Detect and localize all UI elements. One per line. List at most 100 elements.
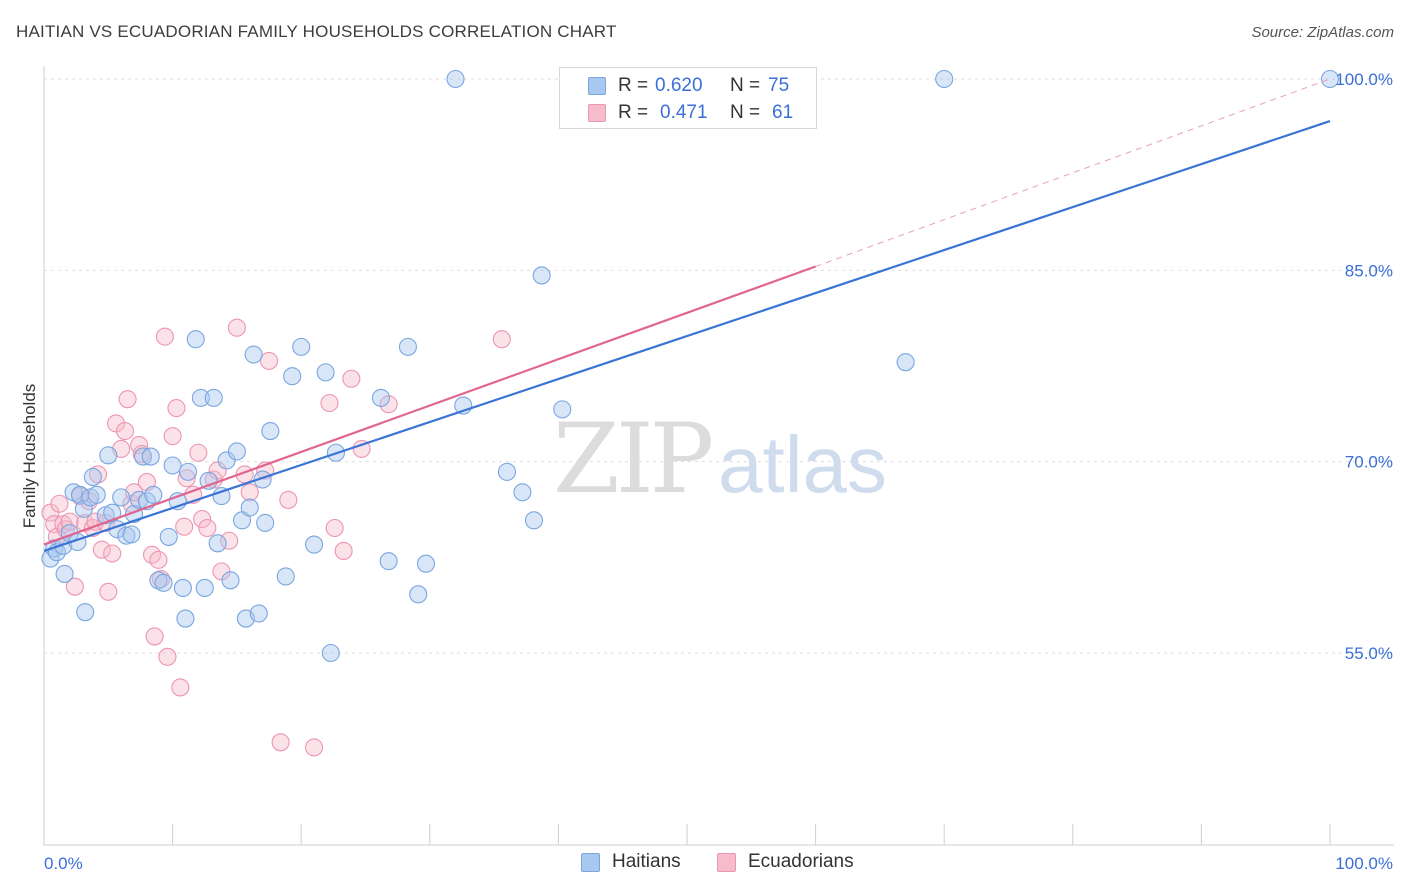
x-tick-label: 100.0% — [1335, 854, 1393, 873]
haitian-point — [204, 388, 223, 407]
haitian-point — [191, 388, 210, 407]
y-tick-label: 55.0% — [1345, 644, 1393, 663]
ecuadorian-point — [163, 427, 182, 446]
haitian-point — [163, 456, 182, 475]
haitian-point — [178, 462, 198, 481]
ecuadorian-point — [103, 544, 122, 563]
haitian-point — [305, 535, 324, 554]
ecuadorian-point — [193, 510, 212, 529]
haitian-point — [553, 400, 572, 419]
ecuadorian-point — [320, 393, 339, 413]
haitian-point — [261, 422, 280, 441]
haitian-point — [176, 609, 195, 628]
ecuadorian-point — [115, 422, 135, 441]
haitian-point — [212, 487, 231, 506]
ecuadorian-point — [342, 369, 361, 388]
haitian-point — [416, 554, 435, 573]
ecuadorian-point — [145, 627, 164, 646]
legend-haitians-swatch — [581, 853, 600, 872]
axis-layer — [43, 66, 1394, 846]
haitian-point — [130, 490, 149, 509]
haitian-point — [87, 485, 106, 504]
ecuadorian-point — [352, 439, 371, 458]
watermark-atlas: atlas — [718, 420, 887, 509]
haitian-point — [524, 511, 544, 530]
ecuadorian-point — [50, 494, 69, 513]
correlation-legend: R = 0.620 N = 75 R = 0.471 N = 61 — [559, 67, 817, 129]
ecuadorian-point — [189, 443, 208, 462]
haitian-point — [398, 337, 417, 356]
haitian-point — [195, 578, 214, 597]
haitian-point — [173, 578, 192, 597]
haitian-point — [199, 471, 218, 490]
haitian-point — [316, 363, 335, 382]
haitian-point — [83, 467, 102, 487]
haitian-point — [513, 483, 532, 502]
haitian-point — [249, 604, 268, 623]
haitian-point — [221, 571, 240, 590]
trend-lines — [43, 78, 1331, 552]
haitian-point — [240, 498, 259, 517]
haitian-point — [122, 525, 141, 544]
ecuadorian-point — [220, 531, 239, 550]
haitian-point — [409, 585, 428, 604]
haitian-point — [935, 69, 954, 89]
haitian-point — [141, 447, 160, 466]
legend-r-value: 0.471 — [660, 102, 708, 123]
ecuadorian-point — [175, 517, 194, 536]
haitian-swatch — [588, 77, 606, 95]
legend-n-label: N = — [730, 75, 761, 96]
haitian-trend-line — [43, 120, 1331, 552]
haitian-point — [217, 451, 236, 470]
ecuadorian-point — [65, 577, 84, 596]
watermark-zip: ZIP — [553, 403, 712, 515]
haitian-point — [99, 446, 118, 465]
ecuadorian-point — [279, 490, 298, 509]
haitian-point — [256, 513, 275, 532]
haitian-point — [133, 447, 153, 466]
y-tick-label: 100.0% — [1335, 70, 1393, 89]
haitian-point — [144, 485, 163, 504]
chart-title: HAITIAN VS ECUADORIAN FAMILY HOUSEHOLDS … — [16, 22, 617, 41]
ecuadorian-trend-line — [43, 265, 816, 546]
source-label: Source: ZipAtlas.com — [1251, 24, 1394, 41]
legend-row-haitians: R = 0.620 N = 75 — [560, 74, 816, 100]
legend-n-label: N = — [730, 102, 761, 123]
ecuadorian-point — [167, 399, 186, 418]
haitian-point — [321, 643, 340, 663]
ecuadorian-point — [271, 733, 290, 752]
haitian-point — [55, 564, 74, 583]
ecuadorian-point — [240, 483, 259, 502]
haitian-point — [532, 266, 551, 285]
legend-ecuadorians-swatch — [717, 853, 736, 872]
haitian-point — [76, 603, 95, 622]
legend-r-value: 0.620 — [655, 75, 703, 96]
series-legend: Haitians Ecuadorians — [0, 850, 1406, 876]
legend-r-label: R = — [618, 75, 649, 96]
ecuadorian-point — [177, 469, 196, 488]
ecuadorian-point — [259, 351, 279, 370]
ecuadorian-point — [92, 540, 111, 559]
ecuadorian-point — [88, 465, 108, 484]
haitian-point — [159, 527, 178, 546]
legend-n-value: 75 — [768, 75, 790, 96]
haitian-point — [244, 345, 263, 364]
haitian-point — [186, 330, 205, 349]
ecuadorian-points — [41, 318, 511, 757]
haitian-point — [112, 488, 131, 507]
haitian-point — [371, 388, 390, 407]
ecuadorian-point — [118, 390, 137, 409]
tick-labels: 55.0% 70.0% 85.0% 100.0% 0.0% 100.0% — [44, 70, 1393, 873]
haitian-point — [446, 69, 465, 89]
haitian-point — [227, 442, 246, 461]
legend-haitians-label: Haitians — [612, 851, 681, 872]
haitian-point — [74, 499, 93, 518]
haitian-point — [276, 567, 295, 586]
ecuadorian-point — [171, 678, 190, 697]
ecuadorian-point — [305, 738, 324, 757]
ecuadorian-swatch — [588, 104, 606, 122]
haitian-point — [292, 337, 311, 356]
haitian-point — [41, 549, 60, 568]
haitian-point — [208, 534, 227, 553]
